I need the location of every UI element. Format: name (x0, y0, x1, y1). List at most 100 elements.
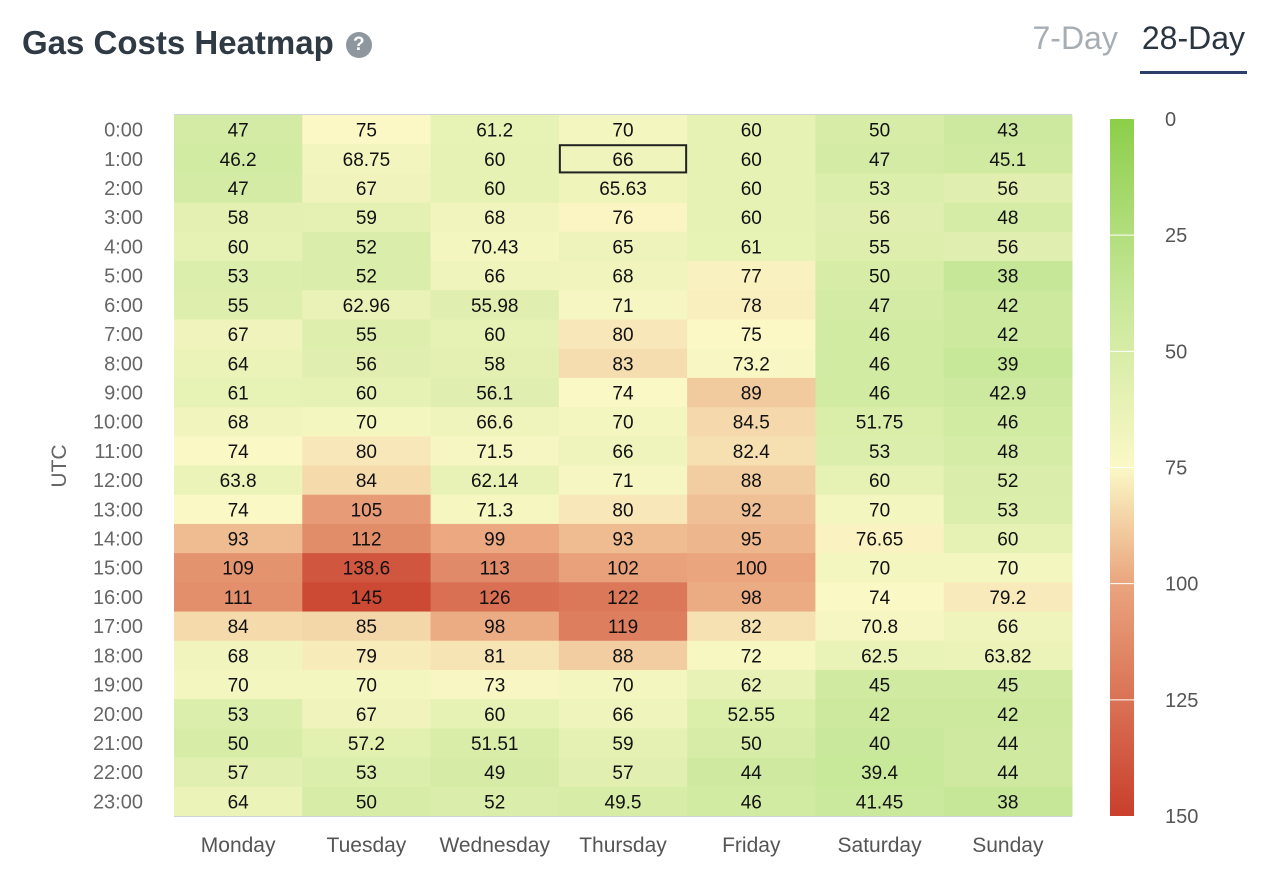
heatmap-cell (558, 115, 688, 145)
heatmap-cell (430, 290, 560, 320)
cell-value-label: 70 (356, 413, 377, 434)
heatmap-cell (943, 436, 1073, 466)
period-tabs: 7-Day 28-Day (1030, 20, 1247, 74)
cell-value-label: 60 (997, 530, 1018, 551)
cell-value-label: 58 (228, 208, 249, 229)
y-tick-label: 7:00 (104, 324, 143, 346)
tab-7-day[interactable]: 7-Day (1032, 20, 1118, 56)
y-tick-label: 9:00 (104, 382, 143, 404)
heatmap-cell (174, 523, 303, 554)
heatmap-cell (302, 582, 432, 613)
y-tick-label: 8:00 (104, 353, 143, 375)
cell-value-label: 60 (484, 150, 505, 171)
highlighted-cell-outline[interactable] (558, 144, 688, 174)
cell-value-label: 52.55 (728, 705, 776, 726)
heatmap-cell (302, 261, 432, 291)
tab-28-day[interactable]: 28-Day (1139, 20, 1247, 74)
cell-value-label: 44 (741, 763, 763, 784)
heatmap-cell (174, 173, 303, 204)
cell-value-label: 92 (741, 500, 762, 521)
y-tick-label: 6:00 (104, 295, 143, 317)
cell-value-label: 39.4 (861, 763, 898, 784)
cell-value-label: 53 (869, 179, 890, 200)
cell-value-label: 60 (741, 150, 762, 171)
heatmap-cell (430, 465, 560, 496)
heatmap-cell (943, 523, 1073, 554)
question-circle-icon[interactable]: ? (345, 32, 372, 58)
cell-value-label: 78 (741, 296, 762, 317)
cell-value-label: 105 (351, 500, 383, 521)
heatmap-cell (687, 407, 816, 437)
heatmap-cell (430, 231, 560, 262)
cell-value-label: 57 (612, 763, 633, 784)
x-tick-label: Saturday (838, 834, 923, 857)
heatmap-cell (943, 261, 1073, 291)
cell-value-label: 60 (741, 208, 762, 229)
heatmap-cell (687, 669, 816, 700)
heatmap-cell (687, 436, 816, 466)
cell-value-label: 56 (356, 354, 377, 375)
cell-value-label: 80 (356, 442, 377, 463)
cell-value-label: 68 (228, 413, 249, 434)
y-tick-label: 17:00 (93, 616, 143, 638)
heatmap-cell (558, 582, 688, 613)
cell-value-label: 53 (997, 500, 1018, 521)
cell-value-label: 109 (222, 559, 254, 580)
cell-value-label: 81 (484, 646, 505, 667)
heatmap-cell (558, 553, 688, 583)
cell-value-label: 72 (741, 646, 762, 667)
cell-value-label: 112 (351, 530, 381, 551)
y-tick-label: 18:00 (93, 645, 143, 667)
y-tick-label: 2:00 (104, 178, 143, 200)
heatmap-cell (174, 611, 303, 642)
cell-value-label: 89 (741, 383, 762, 404)
cell-value-label: 75 (741, 325, 762, 346)
cell-value-label: 82 (741, 617, 762, 638)
cell-value-label: 40 (869, 734, 890, 755)
heatmap-cell (430, 377, 560, 408)
heatmap-cell (430, 640, 560, 671)
heatmap-cell (430, 319, 560, 350)
cell-value-label: 59 (612, 734, 633, 755)
y-tick-label: 1:00 (104, 149, 143, 171)
cell-value-label: 68 (612, 267, 633, 288)
heatmap-cell (815, 261, 945, 291)
heatmap-cell (687, 523, 816, 554)
heatmap-cell (302, 523, 432, 554)
cell-value-label: 62.14 (471, 471, 519, 492)
heatmap-cell (815, 144, 945, 174)
heatmap-cell (943, 699, 1073, 729)
heatmap-cell (815, 290, 945, 320)
cell-value-label: 71.5 (476, 442, 513, 463)
heatmap-cell (174, 261, 303, 291)
cell-value-label: 99 (484, 530, 505, 551)
heatmap-cell (943, 728, 1073, 759)
heatmap-cell (815, 173, 945, 204)
cell-value-label: 62 (741, 676, 762, 697)
cell-value-label: 98 (484, 617, 505, 638)
cell-value-label: 41.45 (856, 792, 904, 813)
heatmap-cell (943, 202, 1073, 233)
cell-value-label: 63.8 (220, 471, 257, 492)
cell-value-label: 45.1 (989, 150, 1026, 171)
y-tick-label: 5:00 (104, 266, 143, 288)
heatmap-cell (174, 115, 303, 145)
heatmap-cell (174, 669, 303, 700)
cell-value-label: 60 (484, 179, 505, 200)
heatmap-cell (430, 786, 560, 817)
cell-value-label: 50 (869, 121, 890, 142)
heatmap-cell (687, 699, 816, 729)
heatmap-cell (943, 115, 1073, 145)
cell-value-label: 49.5 (605, 792, 642, 813)
cell-value-label: 126 (479, 588, 511, 609)
page-title: Gas Costs Heatmap ? (22, 24, 372, 62)
heatmap-cell (687, 173, 816, 204)
legend-tick-label: 50 (1165, 341, 1187, 363)
cell-value-label: 70.43 (471, 237, 519, 258)
cell-value-label: 44 (997, 734, 1019, 755)
cell-value-label: 67 (356, 179, 377, 200)
heatmap-cell (302, 115, 432, 145)
cell-value-label: 93 (228, 530, 249, 551)
cell-value-label: 64 (228, 354, 250, 375)
